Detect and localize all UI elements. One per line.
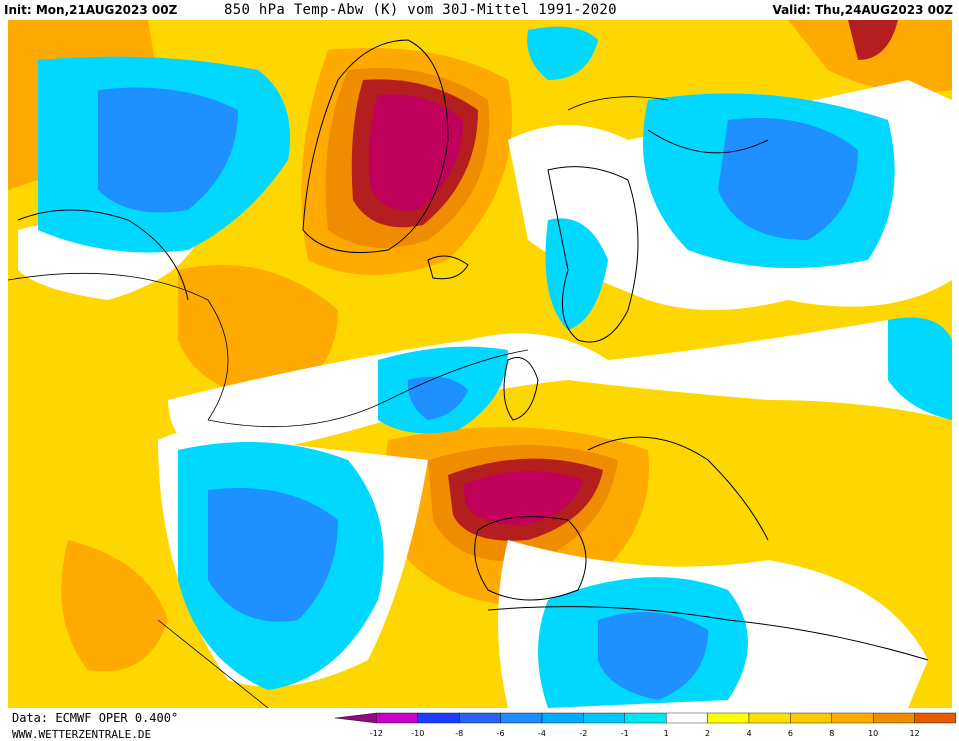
magenta-iberia (463, 471, 583, 525)
legend-bin (541, 712, 584, 724)
coast-canada (17, 209, 189, 301)
coast-europe (587, 436, 769, 541)
legend-bin (583, 712, 625, 724)
contour-1 (8, 272, 229, 421)
deepcool-biscay (407, 376, 468, 420)
legend-bin (376, 712, 419, 724)
legend-tick-label: 12 (910, 729, 920, 738)
contour-2 (207, 349, 529, 428)
map-canvas (8, 20, 952, 708)
legend-tick-label: -6 (497, 729, 505, 738)
legend-bin (624, 712, 667, 724)
legend-bin (831, 712, 874, 724)
deepcool-canada (98, 87, 238, 213)
coast-greenland (302, 39, 449, 253)
orange-area-atlantic (178, 265, 338, 400)
legend-tick-label: -4 (538, 729, 546, 738)
site-url: WWW.WETTERZENTRALE.DE (12, 728, 152, 741)
coastlines (17, 39, 929, 661)
init-time: Init: Mon,21AUG2023 00Z (4, 3, 178, 17)
legend-bin (417, 712, 460, 724)
legend-bin (458, 712, 501, 724)
legend-bins (334, 712, 956, 724)
deepcool-africa (598, 612, 708, 700)
data-source: Data: ECMWF OPER 0.400° (12, 711, 179, 725)
coast-iberia (474, 516, 587, 601)
legend-tick-label: -12 (370, 729, 383, 738)
neutral-band-central (168, 320, 952, 460)
legend-bin (748, 712, 791, 724)
legend-tick-label: 2 (705, 729, 710, 738)
legend-tick-label: -10 (411, 729, 424, 738)
legend-tick-label: -1 (621, 729, 629, 738)
legend-bin (873, 712, 915, 724)
color-legend: -12 -10 -8 -6 -4 -2 -1 1 2 4 6 8 10 12 (334, 712, 956, 738)
contours (8, 96, 669, 708)
deepcool-russia (718, 118, 858, 240)
legend-tick-label: 10 (868, 729, 878, 738)
coast-britain (503, 357, 539, 421)
legend-bin (666, 712, 708, 724)
cool-area-east (888, 317, 952, 420)
legend-bin (334, 712, 377, 724)
deepcool-atlantic (208, 488, 338, 622)
contour-4 (567, 96, 669, 111)
legend-tick-label: 8 (829, 729, 834, 738)
map-header: Init: Mon,21AUG2023 00Z 850 hPa Temp-Abw… (0, 0, 959, 20)
legend-bin (914, 712, 956, 724)
coast-scandinavia (547, 166, 639, 343)
orange-area-sw (61, 540, 169, 672)
coast-iceland (427, 255, 469, 280)
legend-bin (707, 712, 750, 724)
red-ne (848, 20, 898, 60)
legend-tick-label: 4 (746, 729, 751, 738)
map-title: 850 hPa Temp-Abw (K) vom 30J-Mittel 1991… (224, 2, 617, 18)
legend-bin (500, 712, 543, 724)
anomaly-map (8, 20, 952, 708)
legend-bin (790, 712, 832, 724)
legend-tick-label: 1 (664, 729, 669, 738)
coast-north-africa (487, 606, 929, 661)
legend-ticks: -12 -10 -8 -6 -4 -2 -1 1 2 4 6 8 10 12 (370, 729, 920, 738)
legend-tick-label: -8 (455, 729, 463, 738)
cool-area-scandinavia (545, 218, 608, 330)
legend-tick-label: -2 (579, 729, 587, 738)
contour-3 (157, 619, 269, 708)
valid-time: Valid: Thu,24AUG2023 00Z (772, 3, 953, 17)
legend-tick-label: 6 (788, 729, 793, 738)
cool-area-svalbard (527, 26, 598, 81)
coast-russia-north (647, 129, 769, 154)
